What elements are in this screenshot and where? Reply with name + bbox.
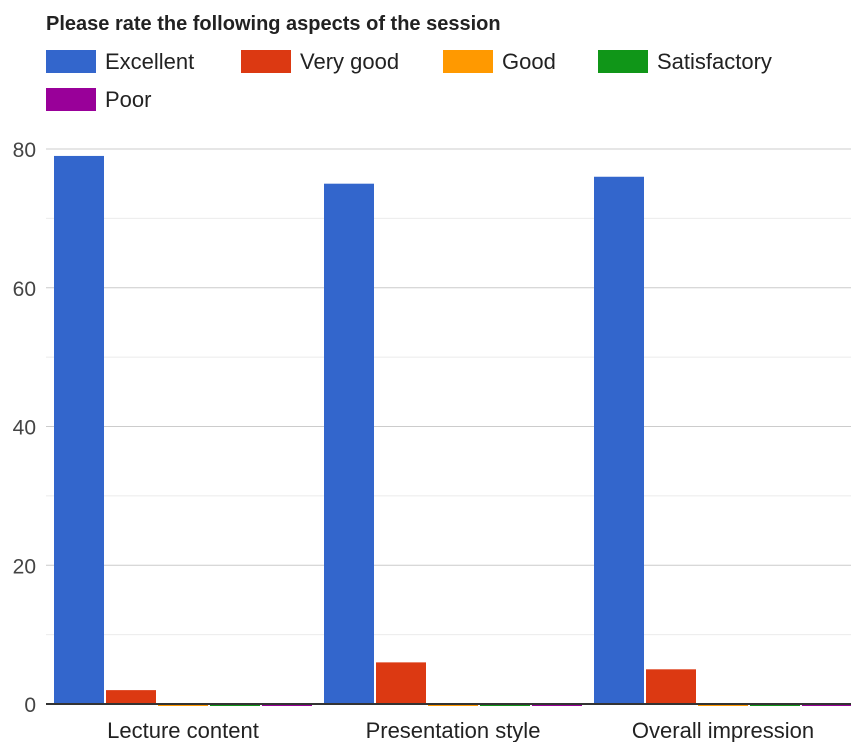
legend-label: Very good	[300, 49, 399, 74]
x-tick-label: Overall impression	[632, 718, 814, 742]
legend-swatch	[46, 50, 96, 73]
legend-item-satisfactory: Satisfactory	[598, 49, 772, 74]
legend: Excellent Very good Good Satisfactory Poor	[46, 49, 772, 112]
legend-swatch	[598, 50, 648, 73]
y-axis: 0 20 40 60 80	[13, 139, 36, 717]
legend-item-poor: Poor	[46, 87, 151, 112]
bar-very-good	[376, 662, 426, 704]
legend-label: Poor	[105, 87, 151, 112]
y-tick-label: 60	[13, 278, 36, 301]
x-axis: Lecture content Presentation style Overall…	[46, 703, 851, 742]
legend-item-very-good: Very good	[241, 49, 399, 74]
y-tick-label: 80	[13, 139, 36, 162]
legend-label: Excellent	[105, 49, 194, 74]
legend-swatch	[46, 88, 96, 111]
legend-item-good: Good	[443, 49, 556, 74]
bar-excellent	[594, 176, 644, 704]
bar-excellent	[324, 183, 374, 704]
bar-very-good	[106, 690, 156, 704]
bar-excellent	[54, 155, 104, 704]
gridlines	[46, 148, 851, 636]
y-tick-label: 0	[24, 694, 36, 717]
y-tick-label: 20	[13, 555, 36, 578]
y-tick-label: 40	[13, 417, 36, 440]
x-tick-label: Presentation style	[366, 718, 541, 742]
x-tick-label: Lecture content	[107, 718, 259, 742]
legend-swatch	[443, 50, 493, 73]
bar-very-good	[646, 669, 696, 704]
legend-label: Good	[502, 49, 556, 74]
legend-label: Satisfactory	[657, 49, 772, 74]
chart-title: Please rate the following aspects of the…	[46, 13, 501, 35]
bars	[54, 155, 851, 706]
legend-item-excellent: Excellent	[46, 49, 194, 74]
legend-swatch	[241, 50, 291, 73]
